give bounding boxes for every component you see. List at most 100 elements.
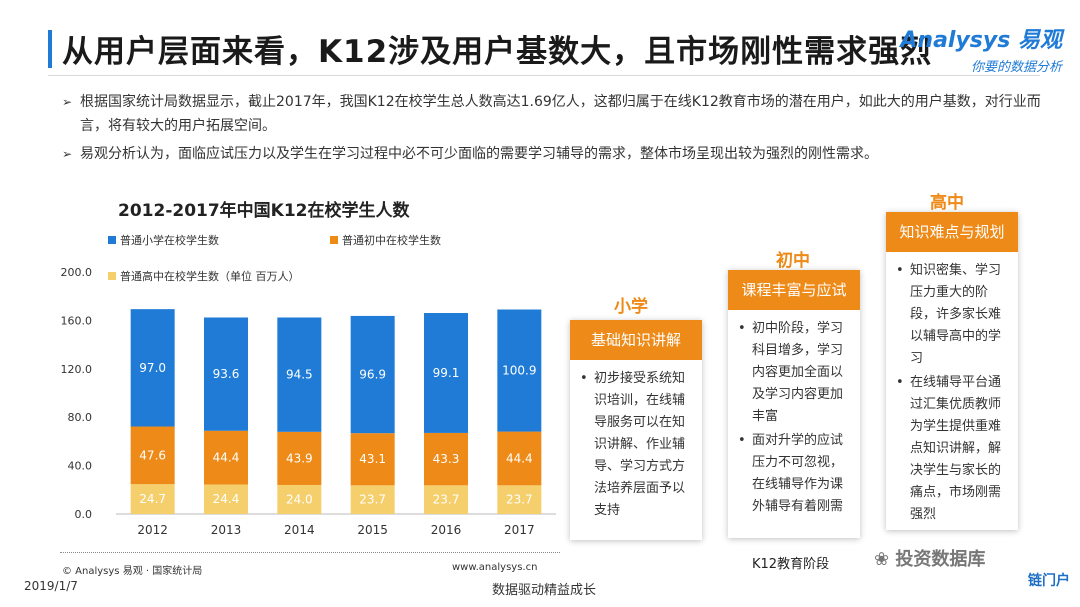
data-label: 44.4 <box>506 451 533 465</box>
data-label: 23.7 <box>433 493 460 507</box>
footer-slogan: 数据驱动精益成长 <box>492 583 597 598</box>
stage-label-primary: 小学 <box>614 297 648 317</box>
data-label: 43.1 <box>359 452 386 466</box>
wechat-name: 投资数据库 <box>895 549 986 570</box>
bullet-dot-icon: • <box>896 263 904 278</box>
logo-sub-text: 你要的数据分析 <box>970 60 1062 75</box>
page-title: 从用户层面来看，K12涉及用户基数大，且市场刚性需求强烈 <box>62 34 933 70</box>
bar-segment <box>277 431 322 485</box>
chart-url: www.analysys.cn <box>452 562 538 573</box>
stage-item: • 在线辅导平台通过汇集优质教师为学生提供重难点知识讲解，解决学生与家长的痛点，市… <box>896 372 1008 526</box>
y-tick-label: 200.0 <box>61 266 93 279</box>
header-divider <box>48 75 1040 76</box>
bar-segment <box>350 485 395 514</box>
y-tick-label: 0.0 <box>75 508 93 521</box>
stage-item-text: 面对升学的应试压力不可忽视，在线辅导作为课外辅导有着刚需 <box>752 433 844 514</box>
stage-card-middle: 课程丰富与应试 • 初中阶段，学习科目增多，学习内容更加全面以及学习内容更加丰富 … <box>728 270 860 538</box>
stage-item-text: 知识密集、学习压力重大的阶段，许多家长难以辅导高中的学习 <box>910 263 1002 366</box>
bar-segment <box>277 317 322 432</box>
stage-label-middle: 初中 <box>776 251 810 271</box>
bar-segment <box>130 484 175 514</box>
footer-date: 2019/1/7 <box>24 579 78 593</box>
x-tick-label: 2014 <box>284 523 315 537</box>
data-label: 100.9 <box>502 364 536 378</box>
chart-title: 2012-2017年中国K12在校学生人数 <box>118 201 410 221</box>
bullet-dot-icon: • <box>738 433 746 448</box>
bullet-dot-icon: • <box>896 375 904 390</box>
stage-head: 知识难点与规划 <box>886 212 1018 252</box>
x-tick-label: 2016 <box>431 523 462 537</box>
data-label: 43.9 <box>286 451 313 465</box>
bar-segment <box>424 485 468 514</box>
stage-head: 课程丰富与应试 <box>728 270 860 310</box>
bar-segment <box>350 433 395 486</box>
bar-segment <box>350 315 395 434</box>
chart-source: © Analysys 易观 · 国家统计局 <box>62 566 203 577</box>
bullet-dot-icon: • <box>738 321 746 336</box>
bullet-text: 根据国家统计局数据显示，截止2017年，我国K12在校学生总人数高达1.69亿人… <box>80 94 1041 134</box>
arrow-icon: ➢ <box>62 147 73 161</box>
analysys-logo: Analysys 易观 你要的数据分析 <box>900 22 1062 75</box>
bar-segment <box>204 430 248 485</box>
stage-label-high: 高中 <box>930 193 964 213</box>
chart-footer-divider <box>60 552 560 553</box>
y-tick-label: 40.0 <box>68 460 93 473</box>
bar-segment <box>204 317 248 431</box>
bar-segment <box>497 485 542 514</box>
legend-swatch <box>108 272 116 280</box>
legend-label: 普通初中在校学生数 <box>342 233 441 247</box>
x-tick-label: 2015 <box>357 523 388 537</box>
stage-item: • 初步接受系统知识培训，在线辅导服务可以在知识讲解、作业辅导、学习方式方法培养层… <box>580 368 692 522</box>
data-label: 23.7 <box>506 493 533 507</box>
x-tick-label: 2017 <box>504 523 535 537</box>
bar-segment <box>424 313 468 433</box>
bar-segment <box>497 309 542 432</box>
bullet-text: 易观分析认为，面临应试压力以及学生在学习过程中必不可少面临的需要学习辅导的需求，… <box>80 146 878 162</box>
stage-item: • 知识密集、学习压力重大的阶段，许多家长难以辅导高中的学习 <box>896 260 1008 370</box>
bar-segment <box>497 431 542 486</box>
wechat-watermark: ❀ 投资数据库 <box>874 549 986 570</box>
bar-segment <box>130 309 175 427</box>
stage-card-primary: 基础知识讲解 • 初步接受系统知识培训，在线辅导服务可以在知识讲解、作业辅导、学习… <box>570 320 702 540</box>
legend-swatch <box>108 236 116 244</box>
bullet-list: ➢ 根据国家统计局数据显示，截止2017年，我国K12在校学生总人数高达1.69… <box>62 90 1042 170</box>
y-tick-label: 120.0 <box>61 363 93 376</box>
x-tick-label: 2013 <box>211 523 242 537</box>
y-tick-label: 80.0 <box>68 411 93 424</box>
data-label: 47.6 <box>139 448 166 462</box>
stage-head: 基础知识讲解 <box>570 320 702 360</box>
stage-body: • 初中阶段，学习科目增多，学习内容更加全面以及学习内容更加丰富 • 面对升学的应试… <box>728 310 860 518</box>
stage-body: • 知识密集、学习压力重大的阶段，许多家长难以辅导高中的学习 • 在线辅导平台通过汇… <box>886 252 1018 526</box>
data-label: 94.5 <box>286 368 313 382</box>
data-label: 24.0 <box>286 492 313 506</box>
data-label: 24.4 <box>213 492 240 506</box>
legend-label: 普通小学在校学生数 <box>120 233 219 247</box>
data-label: 43.3 <box>433 452 460 466</box>
logo-main-text: Analysys 易观 <box>900 28 1062 53</box>
data-label: 96.9 <box>359 368 386 382</box>
arrow-icon: ➢ <box>62 95 73 109</box>
bar-segment <box>424 432 468 486</box>
bar-segment <box>130 426 175 485</box>
stage-item: • 初中阶段，学习科目增多，学习内容更加全面以及学习内容更加丰富 <box>738 318 850 428</box>
data-label: 44.4 <box>213 451 240 465</box>
y-tick-label: 160.0 <box>61 314 93 327</box>
bullet-item: ➢ 易观分析认为，面临应试压力以及学生在学习过程中必不可少面临的需要学习辅导的需… <box>62 142 1042 166</box>
bar-segment <box>204 484 248 514</box>
stage-item-text: 初步接受系统知识培训，在线辅导服务可以在知识讲解、作业辅导、学习方式方法培养层面… <box>594 371 686 518</box>
stage-item: • 面对升学的应试压力不可忽视，在线辅导作为课外辅导有着刚需 <box>738 430 850 518</box>
stage-item-text: 初中阶段，学习科目增多，学习内容更加全面以及学习内容更加丰富 <box>752 321 844 424</box>
stage-caption: K12教育阶段 <box>752 557 830 572</box>
x-tick-label: 2012 <box>137 523 168 537</box>
stage-card-high: 知识难点与规划 • 知识密集、学习压力重大的阶段，许多家长难以辅导高中的学习 • 在… <box>886 212 1018 530</box>
brand-logo: 链门户 <box>1028 573 1070 589</box>
data-label: 23.7 <box>359 493 386 507</box>
data-label: 93.6 <box>213 367 240 381</box>
stage-body: • 初步接受系统知识培训，在线辅导服务可以在知识讲解、作业辅导、学习方式方法培养层… <box>570 360 702 522</box>
data-label: 97.0 <box>139 361 166 375</box>
stage-item-text: 在线辅导平台通过汇集优质教师为学生提供重难点知识讲解，解决学生与家长的痛点，市场… <box>910 375 1002 522</box>
bullet-dot-icon: • <box>580 371 588 386</box>
legend-label: 普通高中在校学生数（单位 百万人） <box>120 269 300 283</box>
legend-swatch <box>330 236 338 244</box>
data-label: 99.1 <box>433 366 460 380</box>
